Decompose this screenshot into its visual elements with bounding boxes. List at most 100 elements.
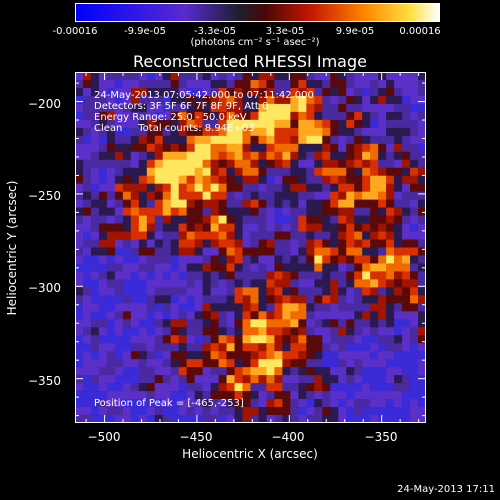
heatmap-cell [386, 207, 395, 216]
heatmap-cell [282, 391, 291, 400]
heatmap-cell [186, 375, 195, 384]
heatmap-cell [162, 175, 172, 184]
heatmap-cell [234, 159, 243, 169]
heatmap-cell [114, 271, 124, 280]
heatmap-cell [210, 111, 219, 121]
heatmap-cell [186, 119, 195, 129]
heatmap-cell [178, 95, 187, 105]
heatmap-cell [82, 335, 92, 344]
heatmap-cell [186, 271, 195, 280]
heatmap-cell [202, 143, 211, 153]
heatmap-cell [138, 383, 148, 392]
heatmap-cell [258, 375, 267, 384]
heatmap-cell [410, 247, 419, 256]
heatmap-cell [322, 407, 331, 416]
heatmap-cell [322, 335, 331, 344]
heatmap-cell [210, 407, 219, 416]
heatmap-cell [202, 87, 211, 97]
heatmap-cell [170, 375, 180, 384]
heatmap-cell [354, 103, 363, 113]
heatmap-cell [234, 391, 243, 400]
heatmap-cell [298, 375, 307, 384]
heatmap-cell [298, 367, 307, 376]
heatmap-cell [82, 415, 92, 423]
heatmap-cell [306, 311, 315, 320]
heatmap-cell [386, 103, 395, 113]
heatmap-cell [378, 143, 387, 153]
heatmap-cell [354, 247, 363, 256]
heatmap-cell [266, 135, 275, 145]
heatmap-cell [290, 383, 299, 392]
x-axis-label: Heliocentric X (arcsec) [182, 447, 318, 461]
heatmap-cell [122, 191, 132, 200]
heatmap-cell [274, 343, 283, 352]
heatmap-cell [346, 159, 355, 169]
heatmap-cell [298, 191, 307, 200]
heatmap-cell [146, 263, 156, 272]
heatmap-cell [250, 79, 259, 89]
heatmap-cell [202, 223, 211, 232]
heatmap-cell [266, 167, 275, 177]
heatmap-cell [258, 383, 267, 392]
heatmap-cell [330, 279, 339, 288]
heatmap-cell [250, 351, 259, 360]
heatmap-cell [75, 119, 84, 129]
heatmap-cell [178, 255, 187, 264]
heatmap-cell [410, 319, 419, 328]
heatmap-cell [218, 207, 227, 216]
heatmap-cell [75, 255, 84, 264]
heatmap-cell [266, 383, 275, 392]
heatmap-cell [386, 159, 395, 169]
heatmap-cell [178, 327, 187, 336]
heatmap-cell [306, 415, 315, 423]
heatmap-cell [298, 415, 307, 423]
heatmap-cell [75, 111, 84, 121]
heatmap-cell [218, 263, 227, 272]
heatmap-cell [274, 135, 283, 145]
heatmap-cell [402, 87, 411, 97]
heatmap-cell [186, 303, 195, 312]
heatmap-cell [378, 135, 387, 145]
heatmap-cell [98, 311, 108, 320]
heatmap-cell [106, 87, 116, 97]
heatmap-cell [242, 351, 251, 360]
heatmap-cell [394, 375, 403, 384]
heatmap-cell [298, 111, 307, 121]
heatmap-cell [410, 359, 419, 368]
heatmap-cell [346, 215, 355, 224]
heatmap-cell [402, 271, 411, 280]
heatmap-cell [82, 223, 92, 232]
heatmap-cell [410, 295, 419, 304]
heatmap-cell [250, 391, 259, 400]
heatmap-cell [106, 231, 116, 240]
info-clean: Clean Total counts: 8.94E+03 [94, 123, 255, 134]
heatmap-cell [154, 415, 164, 423]
heatmap-cell [234, 263, 243, 272]
heatmap-cell [402, 247, 411, 256]
heatmap-cell [90, 263, 100, 272]
heatmap-cell [90, 391, 100, 400]
heatmap-cell [282, 375, 291, 384]
heatmap-cell [75, 271, 84, 280]
heatmap-cell [218, 359, 227, 368]
heatmap-cell [138, 319, 148, 328]
heatmap-cell [338, 167, 347, 177]
heatmap-cell [306, 175, 315, 184]
heatmap-cell [210, 327, 219, 336]
heatmap-cell [186, 367, 195, 376]
heatmap-cell [202, 287, 211, 296]
heatmap-cell [154, 383, 164, 392]
heatmap-cell [242, 111, 251, 121]
heatmap-cell [362, 143, 371, 153]
heatmap-cell [114, 263, 124, 272]
heatmap-cell [306, 199, 315, 208]
heatmap-cell [354, 199, 363, 208]
heatmap-cell [90, 207, 100, 216]
heatmap-cell [418, 407, 426, 416]
heatmap-cell [306, 327, 315, 336]
heatmap-cell [162, 199, 172, 208]
heatmap-cell [170, 207, 180, 216]
heatmap-cell [362, 231, 371, 240]
heatmap-cell [170, 191, 180, 200]
heatmap-cell [146, 335, 156, 344]
